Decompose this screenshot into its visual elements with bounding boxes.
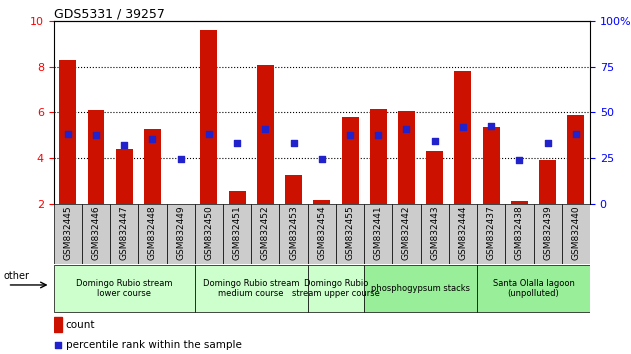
Text: GSM832438: GSM832438 [515, 205, 524, 260]
Text: GSM832440: GSM832440 [572, 205, 581, 260]
Text: GSM832439: GSM832439 [543, 205, 552, 260]
Point [571, 131, 581, 137]
Text: GSM832444: GSM832444 [459, 205, 468, 260]
Text: other: other [3, 271, 29, 281]
Bar [115, 149, 133, 204]
Bar [427, 151, 443, 204]
Point [62, 131, 73, 137]
Bar [138, 204, 167, 264]
Bar [477, 204, 505, 264]
Text: GSM832437: GSM832437 [487, 205, 496, 260]
Bar [392, 204, 421, 264]
Text: GSM832442: GSM832442 [402, 205, 411, 260]
Bar [54, 204, 82, 264]
Bar [285, 175, 302, 204]
Bar [54, 317, 62, 332]
Bar [314, 200, 330, 204]
Text: GSM832452: GSM832452 [261, 205, 270, 260]
Bar [54, 265, 195, 312]
Point [543, 140, 553, 146]
Bar [341, 117, 358, 204]
Text: GSM832447: GSM832447 [120, 205, 129, 260]
Point [458, 124, 468, 130]
Bar [59, 60, 76, 204]
Text: Domingo Rubio stream
medium course: Domingo Rubio stream medium course [203, 279, 300, 298]
Bar [82, 204, 110, 264]
Bar [539, 160, 556, 204]
Text: GSM832445: GSM832445 [63, 205, 72, 260]
Bar [167, 204, 195, 264]
Bar [308, 265, 364, 312]
Text: GSM832441: GSM832441 [374, 205, 383, 260]
Bar [280, 204, 308, 264]
Bar [364, 204, 392, 264]
Text: Domingo Rubio
stream upper course: Domingo Rubio stream upper course [292, 279, 380, 298]
Bar [398, 111, 415, 204]
Bar [567, 115, 584, 204]
Text: count: count [66, 320, 95, 330]
Point [261, 127, 271, 132]
Bar [251, 204, 280, 264]
Point [91, 132, 101, 138]
Point [514, 158, 524, 163]
Text: GSM832453: GSM832453 [289, 205, 298, 260]
Bar [477, 265, 590, 312]
Bar [195, 265, 308, 312]
Point [345, 132, 355, 138]
Point [288, 140, 298, 146]
Text: Domingo Rubio stream
lower course: Domingo Rubio stream lower course [76, 279, 172, 298]
Bar [370, 109, 387, 204]
Bar [257, 64, 274, 204]
Bar [201, 30, 217, 204]
Bar [88, 110, 105, 204]
Text: percentile rank within the sample: percentile rank within the sample [66, 340, 242, 350]
Text: GSM832448: GSM832448 [148, 205, 157, 260]
Bar [308, 204, 336, 264]
Bar [172, 204, 189, 225]
Text: GSM832446: GSM832446 [91, 205, 100, 260]
Point [430, 138, 440, 144]
Text: GSM832450: GSM832450 [204, 205, 213, 260]
Bar [364, 265, 477, 312]
Bar [534, 204, 562, 264]
Text: GDS5331 / 39257: GDS5331 / 39257 [54, 7, 165, 20]
Bar [110, 204, 138, 264]
Bar [562, 204, 590, 264]
Point [175, 156, 186, 162]
Bar [483, 127, 500, 204]
Point [373, 132, 383, 138]
Point [232, 140, 242, 146]
Bar [449, 204, 477, 264]
Point [401, 127, 411, 132]
Bar [505, 204, 534, 264]
Bar [228, 191, 245, 204]
Text: Santa Olalla lagoon
(unpolluted): Santa Olalla lagoon (unpolluted) [493, 279, 574, 298]
Text: GSM832454: GSM832454 [317, 205, 326, 260]
Bar [195, 204, 223, 264]
Text: GSM832451: GSM832451 [233, 205, 242, 260]
Text: phosphogypsum stacks: phosphogypsum stacks [371, 284, 470, 293]
Bar [144, 130, 161, 204]
Bar [336, 204, 364, 264]
Text: GSM832455: GSM832455 [346, 205, 355, 260]
Bar [454, 72, 471, 204]
Bar [223, 204, 251, 264]
Point [53, 342, 63, 348]
Text: GSM832443: GSM832443 [430, 205, 439, 260]
Point [148, 136, 158, 142]
Bar [421, 204, 449, 264]
Text: GSM832449: GSM832449 [176, 205, 185, 260]
Point [119, 143, 129, 148]
Point [486, 123, 496, 129]
Point [204, 131, 214, 137]
Bar [511, 201, 528, 204]
Point [317, 156, 327, 162]
